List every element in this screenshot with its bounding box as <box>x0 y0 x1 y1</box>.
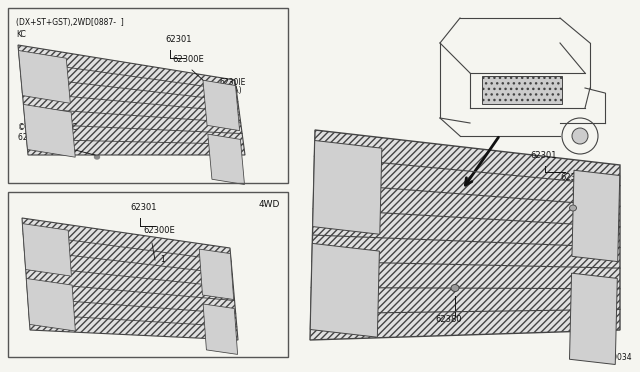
Bar <box>8 192 288 357</box>
Ellipse shape <box>150 260 156 264</box>
Text: (USA): (USA) <box>220 86 242 95</box>
Circle shape <box>572 128 588 144</box>
Text: 62300E: 62300E <box>143 226 175 235</box>
FancyArrow shape <box>213 115 222 132</box>
Polygon shape <box>570 273 618 365</box>
Polygon shape <box>22 224 72 276</box>
Polygon shape <box>26 279 76 331</box>
Text: 62300E: 62300E <box>560 173 592 182</box>
Bar <box>482 76 562 104</box>
Polygon shape <box>19 51 70 103</box>
Polygon shape <box>203 304 237 355</box>
Bar <box>8 8 288 183</box>
Text: 62300E: 62300E <box>172 55 204 64</box>
Text: 1: 1 <box>160 255 164 264</box>
Text: 62301: 62301 <box>165 35 191 44</box>
Text: 62301: 62301 <box>130 203 157 212</box>
Polygon shape <box>310 243 380 337</box>
Text: 6230IE: 6230IE <box>220 78 246 87</box>
Text: 62301G (USA): 62301G (USA) <box>18 133 72 142</box>
Text: 1: 1 <box>582 200 587 209</box>
Ellipse shape <box>451 285 459 292</box>
Polygon shape <box>572 170 620 262</box>
Text: 4WD: 4WD <box>259 200 280 209</box>
Polygon shape <box>199 249 234 299</box>
Text: KC: KC <box>16 30 26 39</box>
Text: 62301: 62301 <box>530 151 557 160</box>
Polygon shape <box>24 105 76 157</box>
Text: (DX+ST+GST),2WD[0887-  ]: (DX+ST+GST),2WD[0887- ] <box>16 18 124 27</box>
Polygon shape <box>203 80 239 131</box>
Text: A623 0034: A623 0034 <box>590 353 632 362</box>
Polygon shape <box>310 130 620 340</box>
Ellipse shape <box>95 155 99 159</box>
Polygon shape <box>208 134 244 185</box>
Polygon shape <box>22 218 238 340</box>
Ellipse shape <box>570 205 577 211</box>
Text: ©08510-4165C: ©08510-4165C <box>18 123 77 132</box>
Polygon shape <box>313 141 382 234</box>
Polygon shape <box>18 45 245 155</box>
Text: 62380: 62380 <box>435 315 461 324</box>
